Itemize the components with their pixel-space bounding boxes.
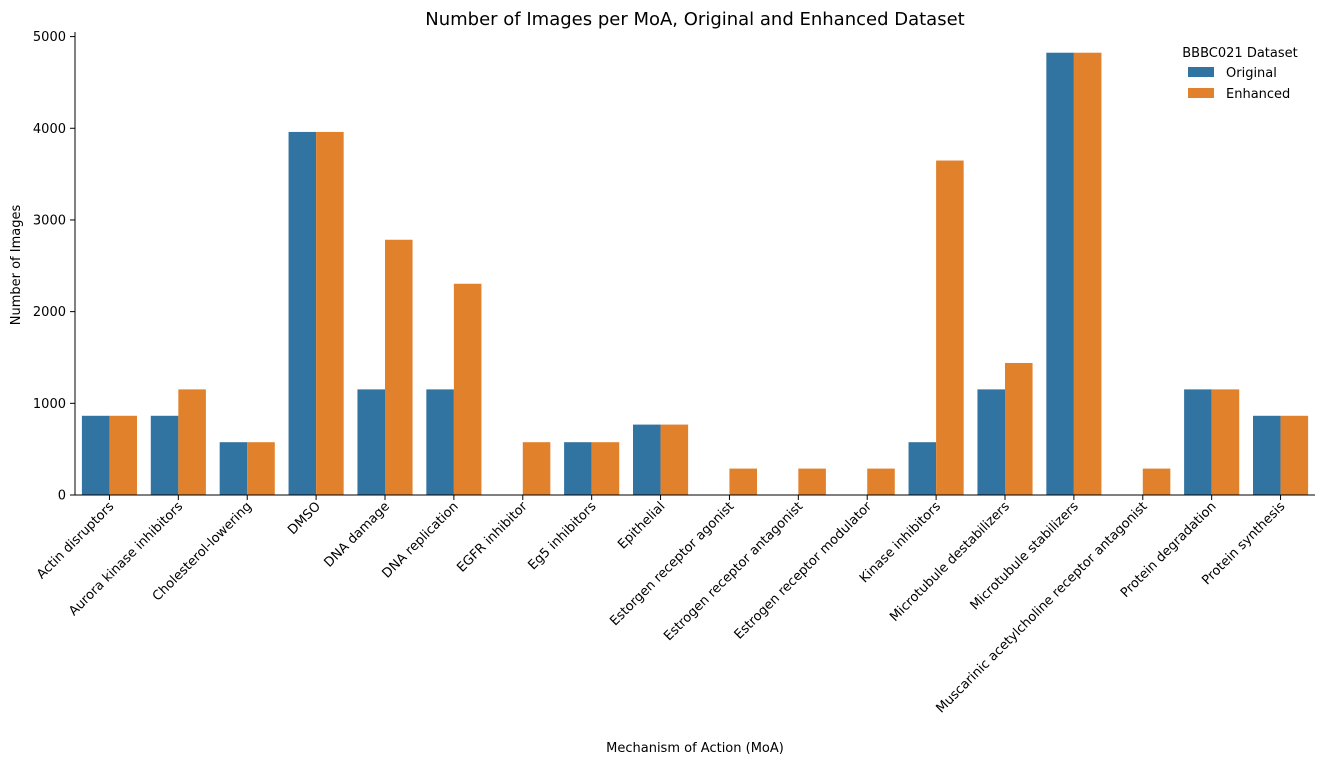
bar-enhanced-11 xyxy=(867,468,895,495)
bar-original-12 xyxy=(908,442,937,495)
bar-enhanced-17 xyxy=(1280,415,1309,495)
bars-layer xyxy=(81,52,1309,496)
bar-original-8 xyxy=(633,424,661,495)
y-axis-title: Number of Images xyxy=(9,205,24,326)
bar-original-17 xyxy=(1253,415,1281,495)
y-ticks-layer: 0 1000 2000 3000 4000 5000 xyxy=(33,30,75,504)
bar-enhanced-16 xyxy=(1211,389,1240,495)
bar-original-5 xyxy=(426,389,454,495)
bar-original-7 xyxy=(564,442,592,495)
bar-original-16 xyxy=(1184,389,1212,495)
bar-enhanced-4 xyxy=(385,239,413,495)
bar-enhanced-10 xyxy=(798,468,826,495)
bar-enhanced-2 xyxy=(247,442,275,495)
legend-label-enhanced: Enhanced xyxy=(1226,87,1290,102)
bar-enhanced-6 xyxy=(522,442,551,495)
bar-enhanced-15 xyxy=(1142,468,1171,495)
bar-enhanced-12 xyxy=(936,160,964,495)
bar-enhanced-0 xyxy=(109,415,137,495)
y-tick-label: 5000 xyxy=(33,30,66,45)
legend: BBBC021 Dataset Original Enhanced xyxy=(1182,46,1297,102)
bar-original-1 xyxy=(150,415,179,495)
bar-enhanced-5 xyxy=(453,283,482,495)
bar-enhanced-14 xyxy=(1073,52,1102,495)
chart-title: Number of Images per MoA, Original and E… xyxy=(425,9,964,30)
legend-label-original: Original xyxy=(1226,66,1277,81)
bar-enhanced-9 xyxy=(729,468,757,495)
bar-enhanced-8 xyxy=(660,424,689,495)
legend-title: BBBC021 Dataset xyxy=(1182,46,1297,61)
bar-enhanced-1 xyxy=(178,389,206,495)
y-tick-label: 4000 xyxy=(33,122,66,137)
bar-original-3 xyxy=(288,131,317,496)
bar-enhanced-3 xyxy=(316,131,344,496)
bar-original-4 xyxy=(357,389,385,495)
bar-original-14 xyxy=(1046,52,1074,495)
bar-enhanced-7 xyxy=(591,442,620,495)
x-axis-title: Mechanism of Action (MoA) xyxy=(606,741,784,756)
bar-original-0 xyxy=(81,415,110,495)
bar-original-13 xyxy=(977,389,1005,495)
y-tick-label: 3000 xyxy=(33,213,66,228)
y-tick-label: 2000 xyxy=(33,305,66,320)
y-tick-label: 0 xyxy=(58,489,66,504)
y-tick-label: 1000 xyxy=(33,397,66,412)
bar-enhanced-13 xyxy=(1005,362,1033,495)
legend-swatch-original xyxy=(1188,67,1214,77)
bar-original-2 xyxy=(219,442,248,495)
legend-swatch-enhanced xyxy=(1188,88,1214,98)
